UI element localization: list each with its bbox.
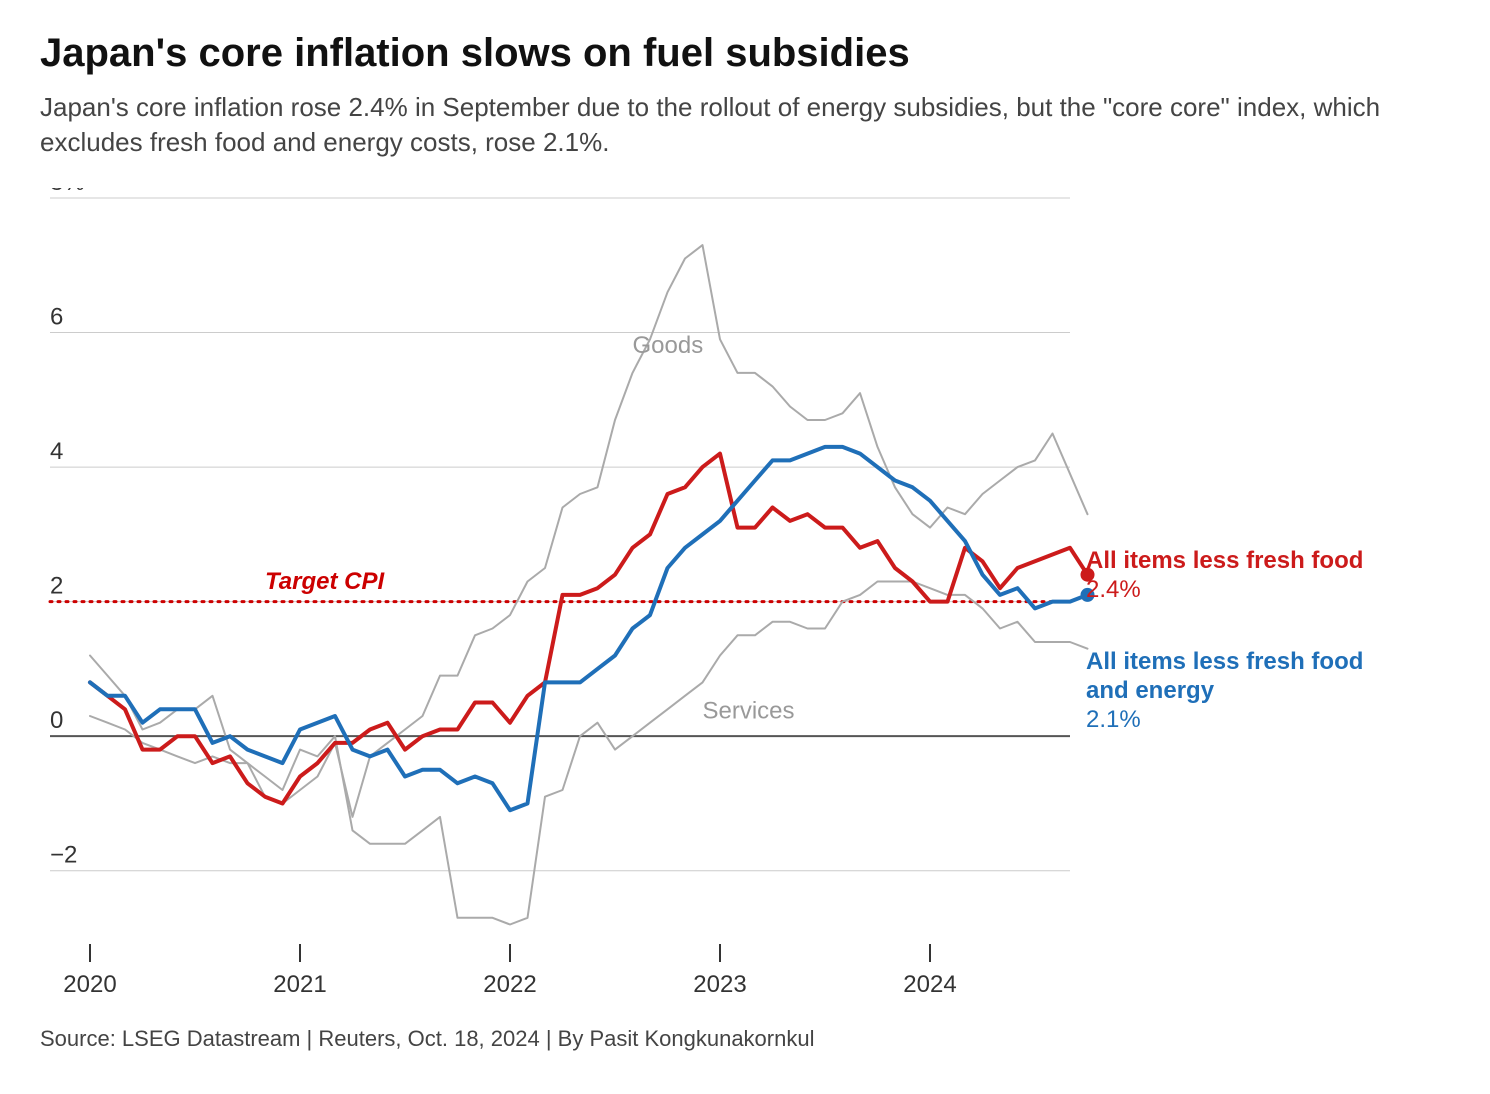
end-label-corecore: All items less fresh foodand energy2.1%: [1086, 648, 1446, 734]
end-label-core: All items less fresh food2.4%: [1086, 547, 1446, 605]
source-line: Source: LSEG Datastream | Reuters, Oct. …: [40, 1026, 1450, 1052]
x-axis-label: 2021: [273, 971, 326, 998]
series-line-core: [90, 454, 1088, 804]
y-axis-label: 4: [50, 438, 63, 465]
y-axis-label: 2: [50, 573, 63, 600]
page-title: Japan's core inflation slows on fuel sub…: [40, 30, 1450, 76]
y-axis-label: −2: [50, 842, 77, 869]
inline-series-label-services: Services: [703, 698, 795, 725]
inline-series-label-goods: Goods: [633, 332, 704, 359]
target-cpi-label: Target CPI: [265, 568, 384, 596]
series-line-services: [90, 582, 1088, 925]
series-line-corecore: [90, 447, 1088, 810]
y-axis-label: 0: [50, 707, 63, 734]
chart-page: Japan's core inflation slows on fuel sub…: [0, 0, 1490, 1094]
x-axis-label: 2023: [693, 971, 746, 998]
x-axis-label: 2022: [483, 971, 536, 998]
x-axis-label: 2024: [903, 971, 956, 998]
y-axis-label: 6: [50, 304, 63, 331]
series-line-goods: [90, 245, 1088, 817]
page-subtitle: Japan's core inflation rose 2.4% in Sept…: [40, 90, 1400, 160]
chart-area: −2 0 2 4 6 8% 2020 2021 2022 2023 2024 Goods Service…: [40, 188, 1450, 1008]
y-axis-label: 8%: [50, 188, 85, 196]
x-axis-label: 2020: [63, 971, 116, 998]
